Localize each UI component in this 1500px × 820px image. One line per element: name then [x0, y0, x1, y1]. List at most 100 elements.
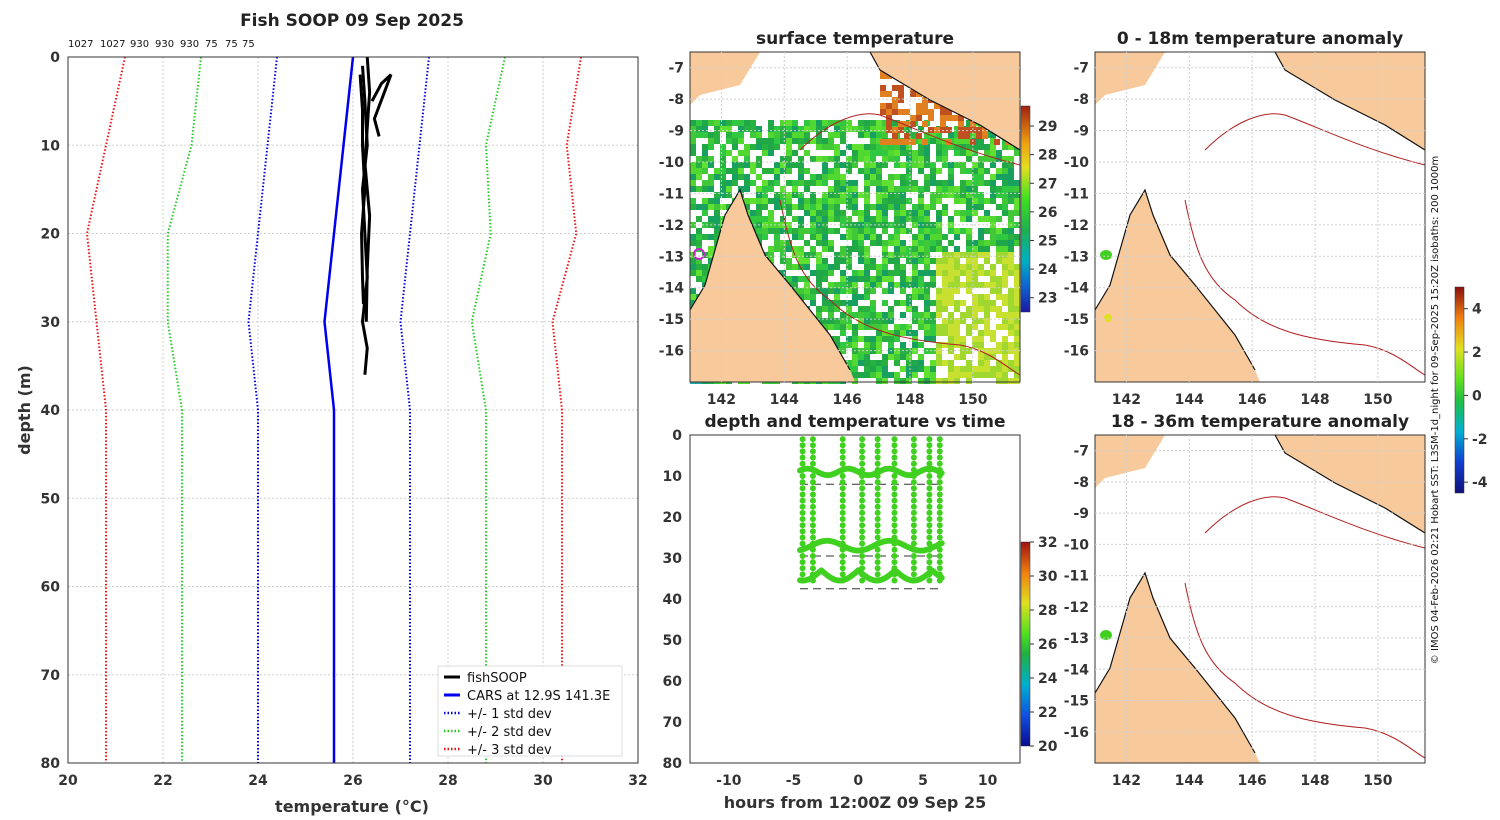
sst-pixel	[822, 174, 828, 180]
sst-pixel	[990, 240, 996, 246]
sst-pixel	[934, 103, 940, 109]
map-y-tick: -11	[1064, 186, 1089, 202]
sst-pixel	[966, 156, 972, 162]
data-point	[799, 497, 806, 504]
sst-pixel	[870, 126, 876, 132]
sst-pixel	[858, 336, 864, 342]
sst-pixel	[1008, 300, 1014, 306]
sst-pixel	[744, 180, 750, 186]
sst-pixel	[864, 258, 870, 264]
sst-pixel	[990, 264, 996, 270]
sst-pixel	[996, 186, 1002, 192]
sst-pixel	[816, 240, 822, 246]
sst-pixel	[954, 318, 960, 324]
sst-pixel	[900, 216, 906, 222]
sst-pixel	[756, 156, 762, 162]
sst-pixel	[906, 210, 912, 216]
sst-pixel	[1002, 210, 1008, 216]
sst-pixel	[984, 210, 990, 216]
data-point	[936, 448, 943, 455]
sst-pixel	[882, 336, 888, 342]
sst-pixel	[894, 198, 900, 204]
data-point	[926, 559, 933, 566]
sst-pixel	[846, 360, 852, 366]
sst-pixel	[906, 228, 912, 234]
sst-pixel	[810, 234, 816, 240]
sst-pixel	[904, 133, 910, 139]
sst-pixel	[948, 324, 954, 330]
data-point	[910, 442, 917, 449]
sst-pixel	[954, 162, 960, 168]
sst-pixel	[960, 138, 966, 144]
sst-pixel	[882, 270, 888, 276]
colorbar-tick-label: 28	[1038, 603, 1057, 619]
sst-pixel	[898, 97, 904, 103]
sst-pixel	[990, 192, 996, 198]
sst-pixel	[948, 336, 954, 342]
sst-pixel	[786, 246, 792, 252]
sst-pixel	[810, 174, 816, 180]
sst-pixel	[900, 312, 906, 318]
data-point	[859, 509, 866, 516]
sst-pixel	[936, 156, 942, 162]
sst-pixel	[870, 348, 876, 354]
x-tick-label: -10	[716, 773, 742, 789]
sst-pixel	[834, 120, 840, 126]
png-coastline	[1274, 434, 1426, 534]
sst-pixel	[846, 258, 852, 264]
sst-pixel	[714, 120, 720, 126]
data-point	[809, 534, 816, 541]
data-point	[859, 491, 866, 498]
sst-pixel	[892, 103, 898, 109]
sst-pixel	[966, 330, 972, 336]
sst-pixel	[708, 186, 714, 192]
sst-pixel	[886, 91, 892, 97]
sst-pixel	[954, 138, 960, 144]
sst-pixel	[876, 366, 882, 372]
sst-pixel	[972, 372, 978, 378]
sst-pixel	[930, 330, 936, 336]
sst-pixel	[690, 144, 696, 150]
sst-pixel	[774, 180, 780, 186]
sst-pixel	[756, 186, 762, 192]
data-point	[874, 559, 881, 566]
sst-pixel	[864, 252, 870, 258]
sst-pixel	[690, 162, 696, 168]
sst-pixel	[906, 156, 912, 162]
sst-pixel	[708, 180, 714, 186]
sst-pixel	[984, 198, 990, 204]
sst-pixel	[930, 174, 936, 180]
sst-pixel	[756, 234, 762, 240]
sst-pixel	[918, 252, 924, 258]
sst-pixel	[852, 342, 858, 348]
sst-pixel	[930, 240, 936, 246]
data-point	[859, 448, 866, 455]
sst-pixel	[996, 282, 1002, 288]
sst-pixel	[702, 252, 708, 258]
sst-pixel	[940, 115, 946, 121]
sst-pixel	[870, 144, 876, 150]
sst-pixel	[912, 162, 918, 168]
sst-pixel	[834, 294, 840, 300]
sst-pixel	[1002, 198, 1008, 204]
sst-pixel	[858, 120, 864, 126]
sst-pixel	[846, 324, 852, 330]
sst-pixel	[894, 204, 900, 210]
sst-pixel	[972, 210, 978, 216]
sst-pixel	[978, 252, 984, 258]
north-land	[690, 52, 760, 105]
sst-pixel	[954, 270, 960, 276]
sst-pixel	[858, 324, 864, 330]
sst-pixel	[960, 336, 966, 342]
sst-pixel	[924, 336, 930, 342]
sst-pixel	[936, 240, 942, 246]
sst-pixel	[792, 264, 798, 270]
sst-pixel	[942, 276, 948, 282]
data-point	[926, 454, 933, 461]
sst-pixel	[912, 234, 918, 240]
depth-time-reference-lines	[800, 483, 943, 590]
sst-pixel	[816, 120, 822, 126]
sst-pixel	[840, 276, 846, 282]
